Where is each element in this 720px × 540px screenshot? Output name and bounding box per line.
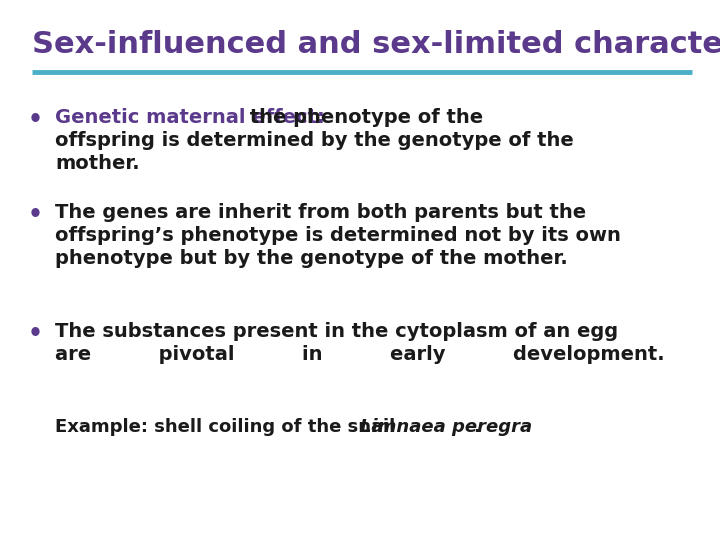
Text: Genetic maternal effect:: Genetic maternal effect: bbox=[55, 108, 325, 127]
Text: offspring is determined by the genotype of the: offspring is determined by the genotype … bbox=[55, 131, 574, 150]
Text: •: • bbox=[28, 108, 43, 132]
Text: The substances present in the cytoplasm of an egg: The substances present in the cytoplasm … bbox=[55, 322, 618, 341]
Text: mother.: mother. bbox=[55, 154, 140, 173]
Text: Limnaea peregra: Limnaea peregra bbox=[360, 418, 532, 436]
Text: are          pivotal          in          early          development.: are pivotal in early development. bbox=[55, 345, 665, 364]
Text: .: . bbox=[473, 418, 480, 436]
Text: the phenotype of the: the phenotype of the bbox=[243, 108, 483, 127]
Text: offspring’s phenotype is determined not by its own: offspring’s phenotype is determined not … bbox=[55, 226, 621, 245]
Text: Example: shell coiling of the snail: Example: shell coiling of the snail bbox=[55, 418, 402, 436]
Text: •: • bbox=[28, 203, 43, 227]
Text: The genes are inherit from both parents but the: The genes are inherit from both parents … bbox=[55, 203, 586, 222]
Text: Sex-influenced and sex-limited characteristics: Sex-influenced and sex-limited character… bbox=[32, 30, 720, 59]
Text: •: • bbox=[28, 322, 43, 346]
Text: phenotype but by the genotype of the mother.: phenotype but by the genotype of the mot… bbox=[55, 249, 568, 268]
